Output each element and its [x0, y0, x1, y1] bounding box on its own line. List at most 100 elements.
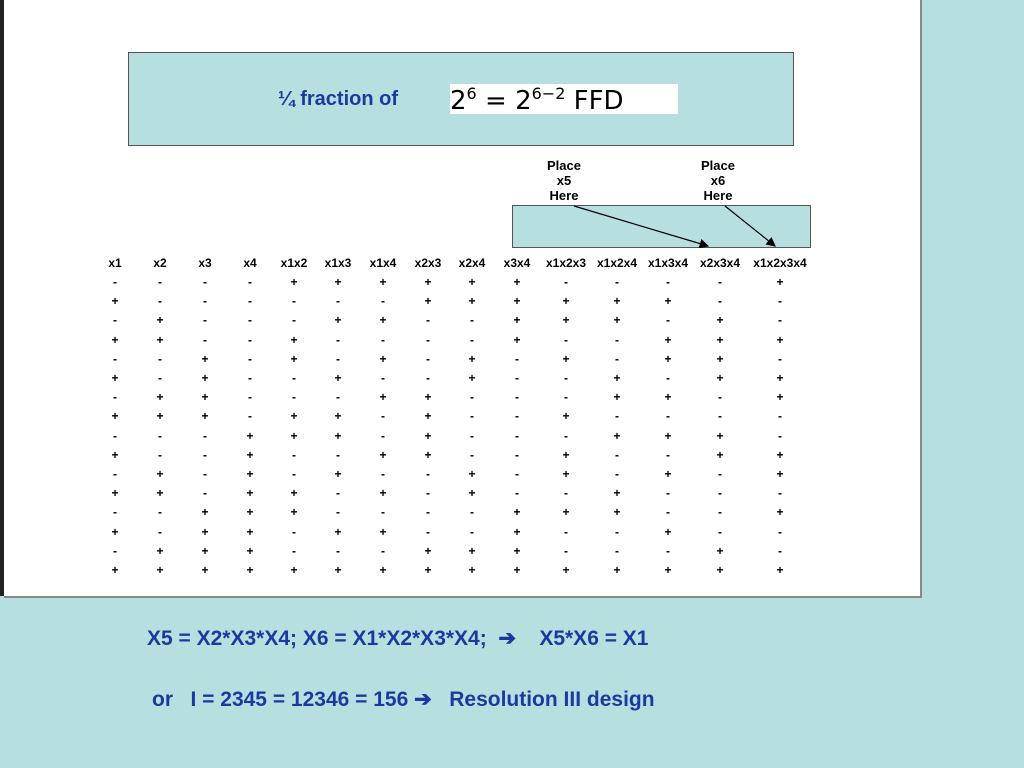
table-cell: +: [716, 371, 724, 385]
footer-line: or I = 2345 = 12346 = 156 ➔ Resolution I…: [152, 688, 655, 711]
table-cell: -: [158, 505, 162, 520]
table-cell: -: [381, 332, 385, 347]
table-cell: -: [666, 371, 670, 385]
table-cell: -: [248, 275, 252, 289]
column-header: x1x2x3: [545, 256, 587, 270]
table-cell: -: [515, 371, 519, 385]
table-cell: +: [776, 467, 784, 481]
table-cell: -: [336, 332, 340, 347]
table-cell: -: [515, 409, 519, 424]
table-cell: -: [248, 409, 252, 424]
table-cell: +: [664, 294, 672, 309]
table-cell: +: [379, 524, 387, 539]
table-cell: -: [426, 505, 430, 520]
table-cell: +: [379, 447, 387, 462]
table-cell: +: [246, 563, 254, 577]
table-cell: +: [246, 505, 254, 520]
table-cell: -: [515, 428, 519, 443]
note-line: x6: [710, 173, 726, 188]
note-line: Here: [703, 188, 733, 203]
table-cell: -: [778, 409, 782, 424]
table-cell: -: [292, 294, 296, 309]
table-cell: -: [778, 486, 782, 501]
formula-part: 6: [466, 84, 477, 103]
table-cell: -: [778, 428, 782, 443]
table-cell: +: [613, 563, 621, 577]
table-cell: -: [564, 275, 568, 289]
table-cell: +: [468, 563, 476, 577]
table-cell: +: [334, 467, 342, 481]
table-cell: +: [246, 428, 254, 443]
table-cell: +: [290, 563, 298, 577]
table-cell: +: [156, 390, 164, 405]
table-cell: +: [664, 332, 672, 347]
table-cell: -: [381, 543, 385, 558]
table-cell: +: [716, 447, 724, 462]
table-cell: +: [290, 332, 298, 347]
table-cell: -: [292, 371, 296, 385]
table-cell: -: [615, 351, 619, 366]
table-cell: -: [778, 294, 782, 309]
table-cell: +: [562, 313, 570, 328]
table-cell: +: [468, 275, 476, 289]
table-cell: +: [716, 543, 724, 558]
table-cell: -: [515, 467, 519, 481]
table-cell: -: [615, 275, 619, 289]
table-cell: +: [379, 275, 387, 289]
table-cell: +: [156, 332, 164, 347]
table-cell: -: [113, 505, 117, 520]
table-cell: -: [666, 486, 670, 501]
note-line: Here: [549, 188, 579, 203]
table-cell: +: [468, 351, 476, 366]
table-cell: -: [564, 524, 568, 539]
table-cell: -: [336, 505, 340, 520]
table-cell: +: [513, 313, 521, 328]
table-cell: +: [290, 486, 298, 501]
formula-part: =: [485, 86, 507, 116]
table-cell: -: [203, 313, 207, 328]
table-cell: -: [564, 543, 568, 558]
table-cell: +: [424, 428, 432, 443]
table-cell: -: [470, 332, 474, 347]
table-cell: -: [381, 505, 385, 520]
table-cell: +: [111, 563, 119, 577]
table-cell: +: [334, 275, 342, 289]
table-cell: -: [203, 447, 207, 462]
table-cell: -: [203, 467, 207, 481]
table-cell: +: [562, 505, 570, 520]
table-cell: +: [379, 390, 387, 405]
table-cell: -: [778, 313, 782, 328]
column-header: x1x3: [324, 256, 352, 270]
table-cell: +: [111, 371, 119, 385]
table-cell: +: [424, 275, 432, 289]
table-cell: -: [113, 275, 117, 289]
table-cell: +: [513, 294, 521, 309]
table-cell: +: [111, 486, 119, 501]
table-cell: -: [336, 447, 340, 462]
column-header: x1x2x3x4: [753, 256, 807, 270]
table-cell: -: [292, 524, 296, 539]
table-cell: +: [562, 563, 570, 577]
table-cell: -: [615, 467, 619, 481]
table-cell: -: [564, 390, 568, 405]
table-cell: +: [424, 409, 432, 424]
table-cell: +: [290, 409, 298, 424]
table-cell: -: [718, 486, 722, 501]
arrow: [573, 205, 710, 249]
table-cell: -: [470, 428, 474, 443]
table-cell: -: [615, 524, 619, 539]
table-cell: +: [246, 524, 254, 539]
table-cell: +: [246, 447, 254, 462]
table-cell: -: [564, 371, 568, 385]
formula: 26 = 26−2 FFD: [450, 84, 678, 116]
table-cell: -: [203, 486, 207, 501]
table-cell: -: [336, 543, 340, 558]
table-cell: +: [111, 447, 119, 462]
table-cell: +: [664, 351, 672, 366]
placement-box: [512, 205, 811, 248]
table-cell: +: [562, 447, 570, 462]
table-cell: +: [201, 409, 209, 424]
table-cell: +: [776, 505, 784, 520]
